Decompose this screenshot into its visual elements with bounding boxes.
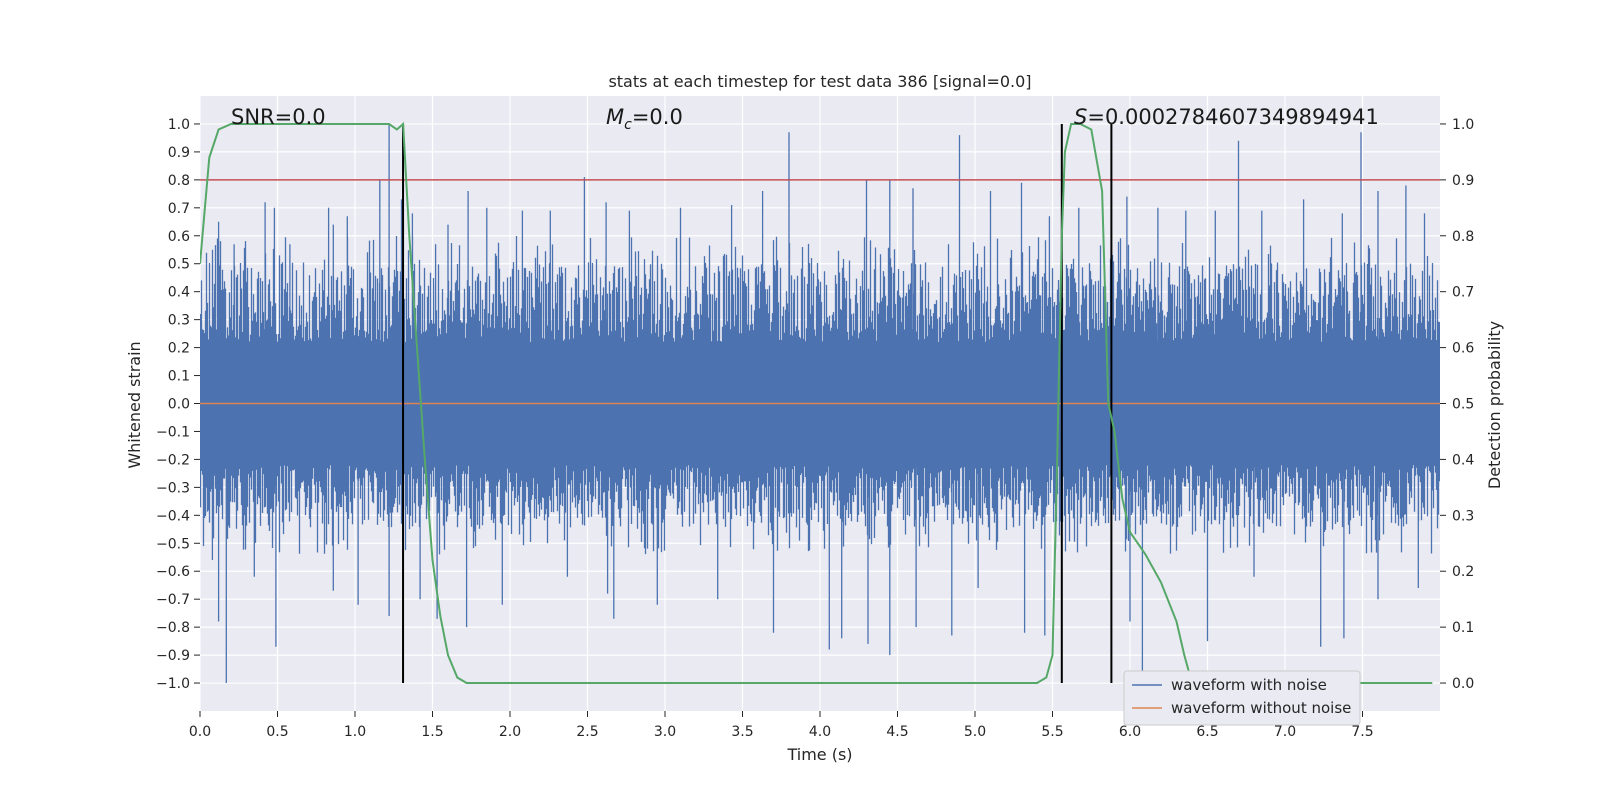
x-tick-label: 2.0 [499, 724, 521, 740]
x-tick-label: 1.5 [421, 724, 443, 740]
y-tick-label: −0.8 [156, 620, 190, 636]
y-tick-label: 0.6 [168, 229, 190, 245]
s-value: =0.0002784607349894941 [1087, 105, 1379, 129]
y2-tick-label: 0.8 [1452, 229, 1474, 245]
y-tick-label: −1.0 [156, 676, 190, 692]
y-tick-label: −0.7 [156, 592, 190, 608]
y2-tick-label: 0.0 [1452, 676, 1474, 692]
legend: waveform with noise waveform without noi… [1123, 670, 1361, 726]
x-tick-label: 4.5 [886, 724, 908, 740]
y-tick-label: 0.8 [168, 173, 190, 189]
x-tick-label: 0.0 [189, 724, 211, 740]
y2-tick-label: 0.9 [1452, 173, 1474, 189]
x-tick-label: 3.0 [654, 724, 676, 740]
y2-tick-label: 0.6 [1452, 341, 1474, 357]
legend-box [1123, 670, 1361, 726]
y2-ticks: 1.0 0.9 0.8 0.7 0.6 0.5 0.4 0.3 0.2 0.1 0.0 [1440, 117, 1474, 692]
y-tick-label: 0.2 [168, 341, 190, 357]
legend-label-clean: waveform without noise [1171, 699, 1351, 717]
y-tick-label: 0.5 [168, 257, 190, 273]
x-tick-label: 2.5 [576, 724, 598, 740]
x-tick-label: 6.0 [1119, 724, 1141, 740]
y-tick-label: −0.5 [156, 536, 190, 552]
s-annotation: S=0.0002784607349894941 [1074, 105, 1379, 129]
x-tick-label: 0.5 [266, 724, 288, 740]
y-tick-label: 0.1 [168, 369, 190, 385]
mc-annotation: Mc=0.0 [606, 105, 683, 133]
y-tick-label: −0.1 [156, 424, 190, 440]
legend-label-noise: waveform with noise [1171, 676, 1327, 694]
y-tick-label: −0.2 [156, 452, 190, 468]
mc-value: =0.0 [632, 105, 683, 129]
y-tick-label: 0.0 [168, 397, 190, 413]
y-tick-label: 0.4 [168, 285, 190, 301]
y-ticks: 1.0 0.9 0.8 0.7 0.6 0.5 0.4 0.3 0.2 0.1 0.0 −0.1 −0.… [156, 117, 200, 692]
x-tick-label: 5.0 [964, 724, 986, 740]
y-tick-label: 0.7 [168, 201, 190, 217]
y2-tick-label: 0.2 [1452, 564, 1474, 580]
y2-tick-label: 1.0 [1452, 117, 1474, 133]
y2-tick-label: 0.4 [1452, 452, 1474, 468]
y-tick-label: 1.0 [168, 117, 190, 133]
detection-probability-line [200, 121, 1433, 684]
y2-tick-label: 0.7 [1452, 285, 1474, 301]
x-ticks: 0.0 0.5 1.0 1.5 2.0 2.5 3.0 3.5 4.0 4.5 5.0 5.5 6.0 6… [189, 711, 1374, 740]
y2-tick-label: 0.3 [1452, 508, 1474, 524]
x-tick-label: 7.5 [1351, 724, 1373, 740]
y-tick-label: −0.6 [156, 564, 190, 580]
mc-symbol: M [606, 105, 624, 129]
y-axis-label: Whitened strain [125, 341, 144, 468]
mc-subscript: c [624, 117, 632, 133]
y-tick-label: 0.9 [168, 145, 190, 161]
x-tick-label: 3.5 [731, 724, 753, 740]
x-tick-label: 6.5 [1196, 724, 1218, 740]
snr-annotation: SNR=0.0 [231, 105, 326, 129]
y-tick-label: −0.9 [156, 648, 190, 664]
x-tick-label: 1.0 [344, 724, 366, 740]
y2-axis-label: Detection probability [1485, 321, 1504, 489]
s-symbol: S [1074, 105, 1087, 129]
y-tick-label: −0.4 [156, 508, 190, 524]
x-axis-label: Time (s) [786, 745, 852, 764]
y-tick-label: −0.3 [156, 480, 190, 496]
x-tick-label: 4.0 [809, 724, 831, 740]
y2-tick-label: 0.5 [1452, 397, 1474, 413]
x-tick-label: 5.5 [1041, 724, 1063, 740]
x-tick-label: 7.0 [1274, 724, 1296, 740]
chart-title: stats at each timestep for test data 386… [608, 72, 1031, 91]
y-tick-label: 0.3 [168, 313, 190, 329]
y2-tick-label: 0.1 [1452, 620, 1474, 636]
